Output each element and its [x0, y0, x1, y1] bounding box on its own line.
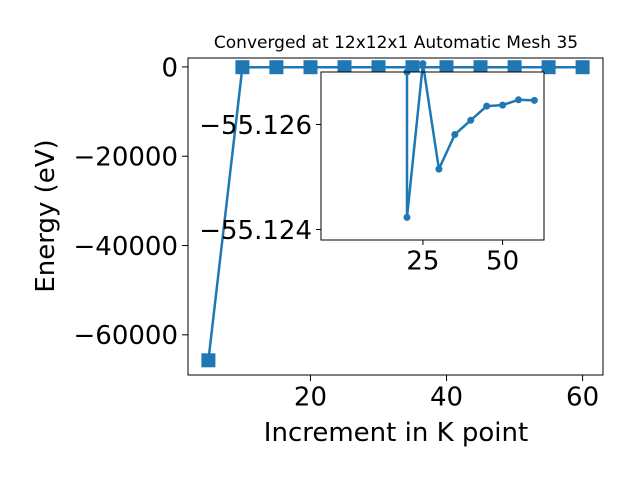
- inset-y-tick-label: −55.124: [199, 216, 312, 246]
- main-point: [235, 60, 250, 75]
- inset-x-tick-label: 25: [406, 247, 439, 277]
- inset-x-tick-label: 50: [486, 247, 519, 277]
- inset-y-ticks: −55.126 −55.124: [199, 111, 321, 246]
- main-series-layer: [201, 60, 590, 368]
- inset-y-tick-label: −55.126: [199, 111, 312, 141]
- main-point: [507, 60, 522, 75]
- main-y-tick-label: −60000: [74, 321, 179, 351]
- inset-point: [435, 165, 443, 173]
- main-point: [575, 60, 590, 75]
- main-y-tick-label: −20000: [74, 143, 179, 173]
- inset-point: [499, 101, 507, 109]
- main-point: [439, 60, 454, 75]
- main-x-ticks: 20 40 60: [294, 375, 599, 413]
- inset-x-ticks: 25 50: [406, 240, 519, 277]
- inset-plot: 25 50 −55.126 −55.124: [199, 60, 544, 277]
- main-point: [201, 353, 216, 368]
- main-x-tick-label: 40: [430, 383, 463, 413]
- inset-point: [530, 96, 538, 104]
- y-axis-label: Energy (eV): [31, 139, 61, 292]
- x-axis-label: Increment in K point: [264, 418, 528, 448]
- inset-series-layer: [403, 60, 538, 221]
- inset-point: [419, 60, 427, 68]
- main-point: [303, 60, 318, 75]
- inset-point: [515, 96, 522, 104]
- main-axes-frame: [187, 57, 604, 376]
- inset-point: [403, 213, 411, 221]
- axes-frames: [187, 57, 604, 376]
- main-point: [473, 60, 488, 75]
- main-x-tick-label: 60: [566, 383, 599, 413]
- inset-point: [483, 102, 491, 110]
- main-point: [541, 60, 556, 75]
- main-point: [269, 60, 284, 75]
- chart-title: Converged at 12x12x1 Automatic Mesh 35: [214, 33, 578, 53]
- main-point: [337, 60, 352, 75]
- inset-axes-frame: [320, 71, 545, 241]
- inset-series-line: [405, 62, 535, 219]
- main-y-tick-label: −40000: [74, 232, 179, 262]
- main-y-ticks: 0 −20000 −40000 −60000: [74, 53, 188, 351]
- main-point: [371, 60, 386, 75]
- main-y-tick-label: 0: [161, 53, 178, 83]
- inset-point: [451, 131, 459, 138]
- main-x-tick-label: 20: [294, 383, 327, 413]
- inset-point: [467, 116, 475, 124]
- inset-plot-area: [321, 72, 544, 240]
